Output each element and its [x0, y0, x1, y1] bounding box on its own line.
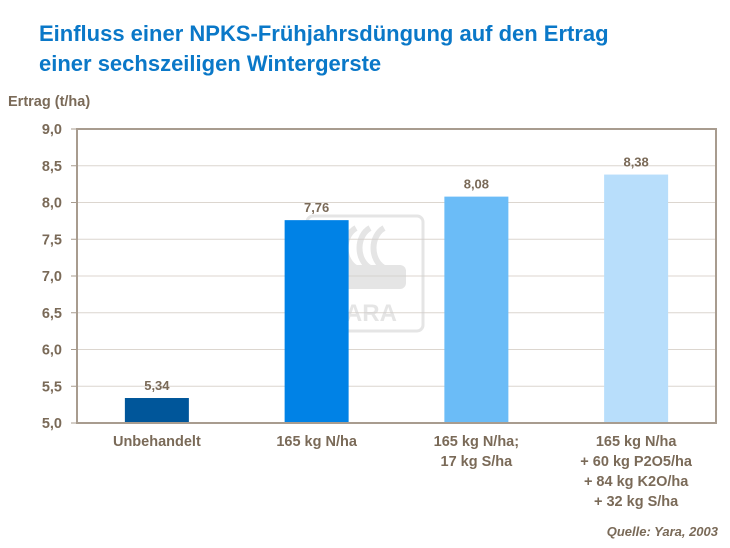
x-tick-label: 165 kg N/ha; [434, 434, 519, 450]
title-line-1: Einfluss einer NPKS-Frühjahrsdüngung auf… [39, 21, 609, 46]
y-axis-label: Ertrag (t/ha) [8, 94, 91, 110]
y-tick-label: 7,0 [42, 269, 62, 285]
y-tick-label: 5,0 [42, 416, 62, 432]
title-line-2: einer sechszeiligen Wintergerste [39, 51, 382, 76]
data-label-3: 8,08 [464, 177, 489, 192]
x-tick-label: 165 kg N/ha [596, 434, 678, 450]
plot-frame [76, 128, 717, 424]
y-tick-label: 6,5 [42, 306, 62, 322]
y-tick-label: 5,5 [42, 379, 62, 395]
source-note: Quelle: Yara, 2003 [606, 524, 718, 539]
bar-1 [124, 398, 189, 423]
x-tick-label: + 32 kg S/ha [594, 494, 679, 510]
data-label-2: 7,76 [304, 200, 329, 215]
x-tick-label: 165 kg N/ha [276, 434, 358, 450]
x-tick-label: + 60 kg P2O5/ha [580, 454, 693, 470]
bar-3 [444, 196, 509, 423]
watermark-wave [356, 225, 372, 271]
y-tick-label: 9,0 [42, 122, 62, 138]
bar-4 [604, 174, 669, 423]
bar-2 [284, 220, 349, 423]
data-label-4: 8,38 [623, 155, 648, 170]
data-label-1: 5,34 [144, 378, 170, 393]
y-tick-label: 8,5 [42, 159, 62, 175]
y-tick-label: 8,0 [42, 196, 62, 212]
chart-title: Einfluss einer NPKS-Frühjahrsdüngung auf… [39, 19, 609, 79]
watermark-wave [370, 225, 386, 271]
y-tick-label: 7,5 [42, 232, 62, 248]
x-tick-label: + 84 kg K2O/ha [584, 474, 689, 490]
y-tick-label: 6,0 [42, 343, 62, 359]
x-tick-label: Unbehandelt [113, 434, 201, 450]
x-tick-label: 17 kg S/ha [441, 454, 514, 470]
